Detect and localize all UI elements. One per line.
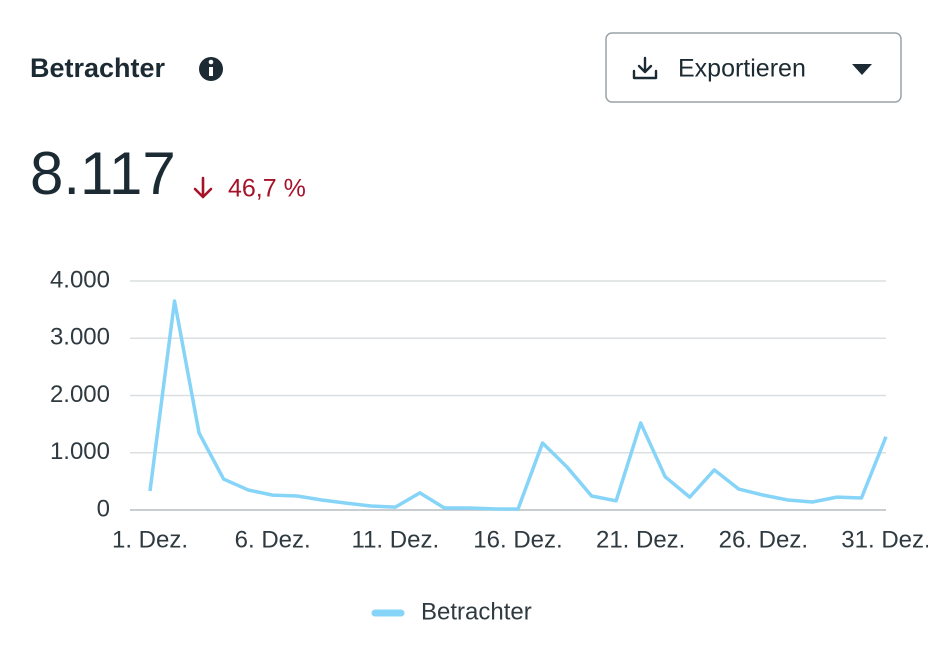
export-button[interactable]: Exportieren xyxy=(605,32,902,103)
x-tick-label: 6. Dez. xyxy=(235,526,311,553)
export-label[interactable]: Exportieren xyxy=(678,55,806,83)
y-tick-label: 0 xyxy=(97,495,110,522)
y-tick-label: 1.000 xyxy=(50,438,110,465)
y-tick-label: 2.000 xyxy=(50,381,110,408)
info-icon[interactable] xyxy=(199,57,223,81)
data-line xyxy=(148,299,888,511)
total-value: 8.117 xyxy=(30,140,176,207)
legend-label: Betrachter xyxy=(421,598,532,625)
x-tick-label: 1. Dez. xyxy=(112,526,188,553)
card-title: Betrachter xyxy=(30,53,166,83)
x-tick-label: 21. Dez. xyxy=(596,526,685,553)
x-tick-label: 31. Dez. xyxy=(841,526,928,553)
y-tick-label: 4.000 xyxy=(50,266,110,293)
x-tick-label: 16. Dez. xyxy=(473,526,562,553)
y-tick-label: 3.000 xyxy=(50,324,110,351)
x-tick-label: 11. Dez. xyxy=(352,526,440,553)
x-tick-label: 26. Dez. xyxy=(719,526,808,553)
change-value: 46,7 % xyxy=(228,175,306,203)
plot: 0 1.000 2.000 3.000 4.000 1. Dez. 6. Dez. 11. D… xyxy=(50,266,928,625)
down-arrow xyxy=(193,176,213,199)
